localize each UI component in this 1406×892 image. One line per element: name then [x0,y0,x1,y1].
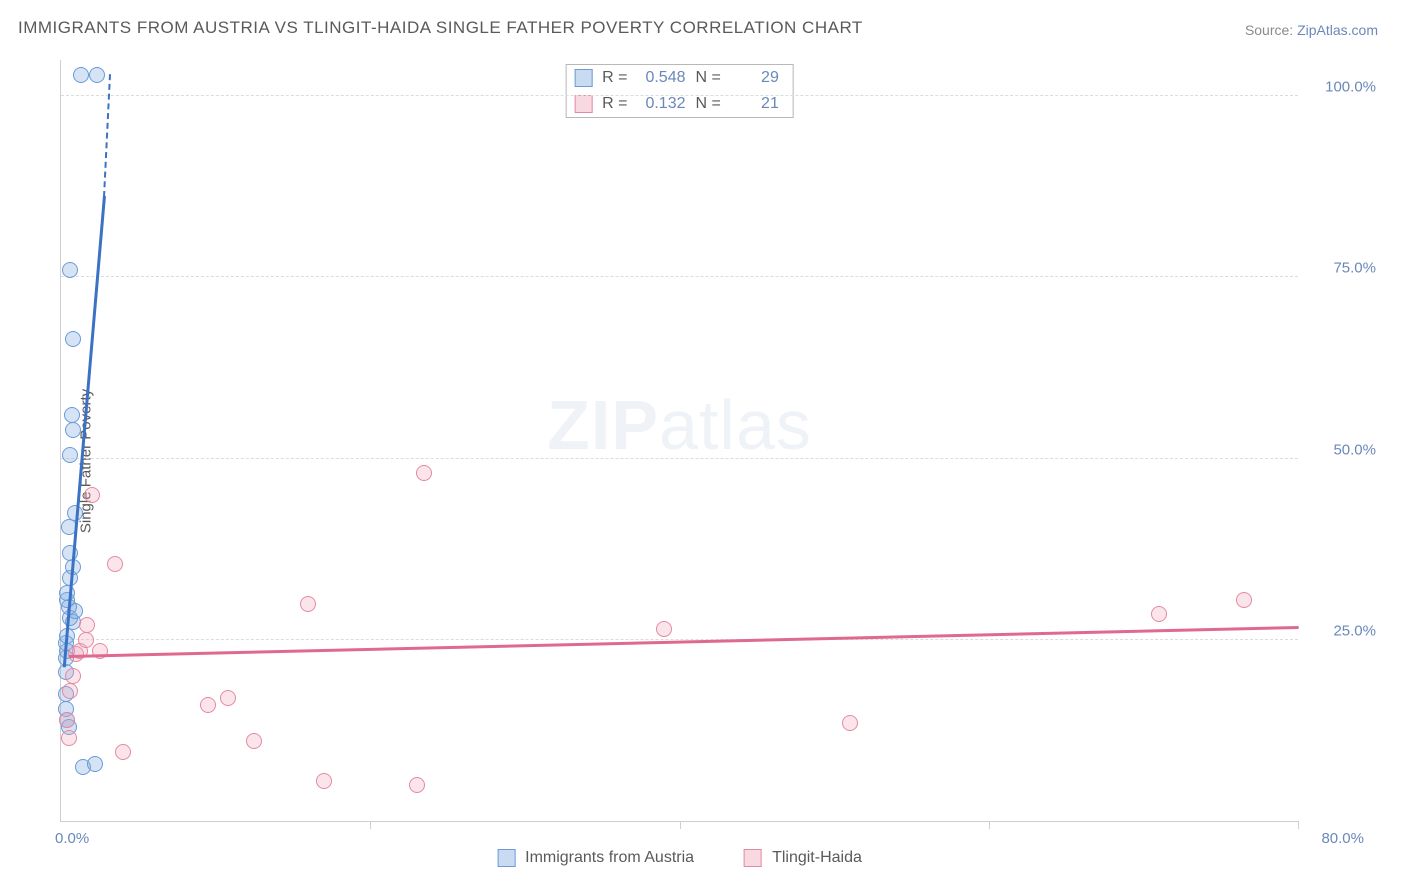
x-axis-max-label: 80.0% [1321,830,1364,847]
stat-r-label: R = [602,69,627,87]
stat-r-label: R = [602,95,627,113]
y-tick-label: 100.0% [1325,79,1376,96]
data-point [79,617,95,633]
source-link[interactable]: ZipAtlas.com [1297,22,1378,38]
stats-legend-box: R = 0.548 N = 29 R = 0.132 N = 21 [565,64,794,118]
watermark-light: atlas [659,386,812,464]
stat-r-value-0: 0.548 [638,69,686,87]
legend-swatch-1 [574,95,592,113]
series-legend: Immigrants from Austria Tlingit-Haida [497,849,862,867]
trend-line [69,626,1298,657]
data-point [416,465,432,481]
stat-n-value-0: 29 [731,69,779,87]
data-point [300,596,316,612]
x-tick [1298,821,1299,829]
watermark: ZIPatlas [547,385,812,465]
data-point [62,683,78,699]
gridline-h [61,95,1298,96]
data-point [64,407,80,423]
legend-swatch-1 [744,849,762,867]
x-tick [680,821,681,829]
data-point [73,67,89,83]
data-point [107,556,123,572]
x-tick [989,821,990,829]
chart-title: IMMIGRANTS FROM AUSTRIA VS TLINGIT-HAIDA… [18,18,863,38]
legend-label-0: Immigrants from Austria [525,849,694,867]
watermark-bold: ZIP [547,386,659,464]
chart-container: Single Father Poverty ZIPatlas R = 0.548… [18,50,1388,872]
data-point [1151,606,1167,622]
data-point [89,67,105,83]
data-point [316,773,332,789]
data-point [65,331,81,347]
source-label: Source: [1245,22,1297,38]
stat-n-label: N = [696,95,721,113]
data-point [84,487,100,503]
data-point [59,712,75,728]
data-point [200,697,216,713]
y-tick-label: 50.0% [1333,441,1376,458]
plot-area: ZIPatlas R = 0.548 N = 29 R = 0.132 N = … [60,60,1298,822]
y-tick-label: 75.0% [1333,260,1376,277]
data-point [246,733,262,749]
data-point [62,545,78,561]
stat-n-label: N = [696,69,721,87]
gridline-h [61,458,1298,459]
y-tick-label: 25.0% [1333,622,1376,639]
data-point [656,621,672,637]
legend-item-0: Immigrants from Austria [497,849,694,867]
legend-item-1: Tlingit-Haida [744,849,862,867]
data-point [59,585,75,601]
source-attribution: Source: ZipAtlas.com [1245,22,1378,38]
trend-line-dashed [103,73,111,196]
legend-label-1: Tlingit-Haida [772,849,862,867]
data-point [1236,592,1252,608]
data-point [842,715,858,731]
stat-n-value-1: 21 [731,95,779,113]
data-point [78,632,94,648]
legend-swatch-0 [574,69,592,87]
data-point [62,262,78,278]
gridline-h [61,276,1298,277]
stats-row-series-0: R = 0.548 N = 29 [566,65,793,91]
data-point [62,447,78,463]
data-point [115,744,131,760]
x-axis-min-label: 0.0% [55,830,89,847]
data-point [65,668,81,684]
data-point [87,756,103,772]
data-point [65,422,81,438]
x-tick [370,821,371,829]
data-point [409,777,425,793]
legend-swatch-0 [497,849,515,867]
data-point [61,730,77,746]
stat-r-value-1: 0.132 [638,95,686,113]
data-point [220,690,236,706]
